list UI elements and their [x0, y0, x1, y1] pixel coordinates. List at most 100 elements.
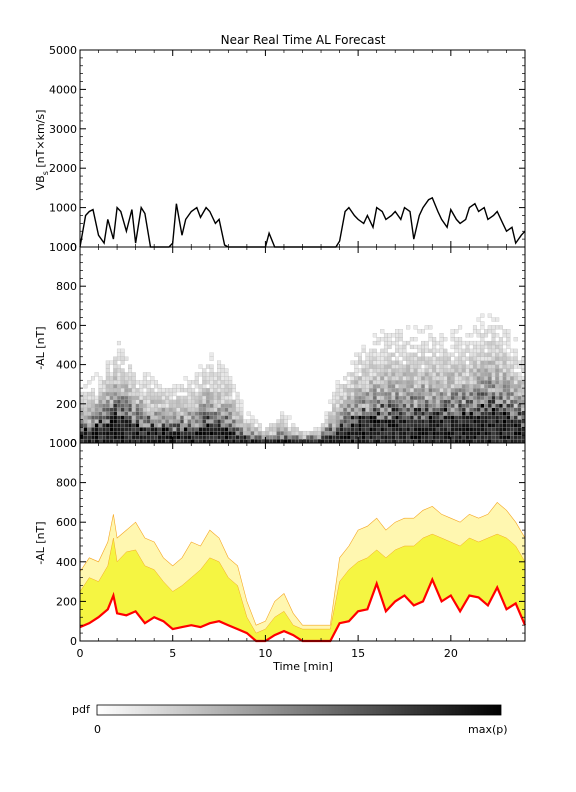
heatmap-cell [465, 372, 470, 377]
heatmap-cell [109, 423, 114, 428]
heatmap-cell [365, 395, 370, 401]
heatmap-cell [450, 427, 455, 432]
heatmap-cell [450, 411, 455, 416]
heatmap-cell [447, 364, 451, 369]
heatmap-cell [161, 391, 166, 397]
heatmap-cell [376, 399, 381, 404]
heatmap-cell [480, 411, 485, 416]
heatmap-cell [458, 340, 463, 346]
heatmap-cell [235, 427, 240, 432]
heatmap-cell [146, 380, 151, 385]
heatmap-cell [406, 352, 411, 357]
heatmap-cell [354, 395, 359, 401]
heatmap-cell [439, 395, 444, 401]
heatmap-cell [458, 419, 463, 424]
heatmap-cell [465, 411, 470, 416]
heatmap-cell [194, 419, 199, 424]
heatmap-cell [406, 364, 411, 369]
heatmap-cell [424, 403, 429, 408]
heatmap-cell [205, 376, 210, 381]
heatmap-cell [402, 376, 407, 381]
heatmap-cell [339, 423, 344, 428]
heatmap-cell [395, 423, 400, 428]
heatmap-cell [365, 415, 370, 420]
heatmap-cell [395, 360, 400, 365]
heatmap-cell [521, 423, 526, 428]
heatmap-cell [128, 403, 133, 408]
heatmap-cell [209, 399, 214, 404]
panel-al-pdf-plot [79, 313, 526, 444]
heatmap-cell [465, 431, 470, 436]
heatmap-cell [406, 368, 411, 373]
heatmap-cell [358, 431, 362, 436]
heatmap-cell [91, 427, 95, 432]
heatmap-cell [432, 415, 437, 420]
heatmap-cell [376, 340, 381, 346]
heatmap-cell [521, 427, 526, 432]
heatmap-cell [383, 384, 388, 389]
heatmap-cell [105, 403, 110, 408]
heatmap-cell [513, 380, 518, 385]
heatmap-cell [409, 376, 414, 381]
heatmap-cell [487, 411, 492, 416]
heatmap-cell [361, 387, 366, 393]
heatmap-cell [154, 419, 159, 424]
heatmap-cell [472, 380, 477, 385]
heatmap-cell [142, 438, 147, 444]
heatmap-cell [506, 337, 511, 342]
heatmap-cell [447, 435, 451, 440]
heatmap-cell [510, 419, 515, 424]
heatmap-cell [131, 376, 136, 381]
heatmap-cell [116, 368, 121, 373]
heatmap-cell [165, 395, 170, 401]
heatmap-cell [432, 438, 437, 444]
heatmap-cell [487, 368, 492, 373]
heatmap-cell [150, 403, 155, 408]
heatmap-cell [495, 317, 500, 322]
heatmap-cell [380, 380, 385, 385]
heatmap-cell [116, 372, 121, 377]
heatmap-cell [116, 415, 121, 420]
heatmap-cell [142, 427, 147, 432]
heatmap-cell [421, 399, 426, 404]
heatmap-cell [521, 407, 526, 412]
heatmap-cell [387, 419, 392, 424]
heatmap-cell [421, 329, 426, 334]
heatmap-cell [213, 399, 218, 404]
heatmap-cell [383, 407, 388, 412]
heatmap-cell [365, 372, 370, 377]
heatmap-cell [124, 395, 129, 401]
heatmap-cell [246, 427, 251, 432]
heatmap-cell [265, 438, 270, 444]
heatmap-cell [387, 333, 392, 338]
heatmap-cell [383, 368, 388, 373]
heatmap-cell [387, 403, 392, 408]
heatmap-cell [432, 407, 437, 412]
heatmap-cell [487, 376, 492, 381]
heatmap-cell [387, 387, 392, 393]
heatmap-cell [291, 423, 296, 428]
heatmap-cell [176, 415, 181, 420]
heatmap-cell [116, 340, 121, 346]
heatmap-cell [391, 435, 396, 440]
heatmap-cell [154, 423, 159, 428]
heatmap-cell [168, 415, 173, 420]
heatmap-cell [398, 337, 403, 342]
heatmap-cell [469, 387, 474, 393]
heatmap-cell [83, 419, 88, 424]
heatmap-cell [421, 438, 426, 444]
heatmap-cell [187, 415, 192, 420]
heatmap-cell [220, 376, 225, 381]
heatmap-cell [194, 438, 199, 444]
heatmap-cell [465, 419, 470, 424]
heatmap-cell [510, 407, 515, 412]
heatmap-cell [361, 419, 366, 424]
heatmap-cell [439, 344, 444, 350]
heatmap-cell [180, 415, 184, 420]
heatmap-cell [424, 399, 429, 404]
heatmap-cell [139, 431, 144, 436]
heatmap-cell [487, 419, 492, 424]
heatmap-cell [109, 395, 114, 401]
heatmap-cell [498, 407, 503, 412]
heatmap-cell [369, 411, 374, 416]
